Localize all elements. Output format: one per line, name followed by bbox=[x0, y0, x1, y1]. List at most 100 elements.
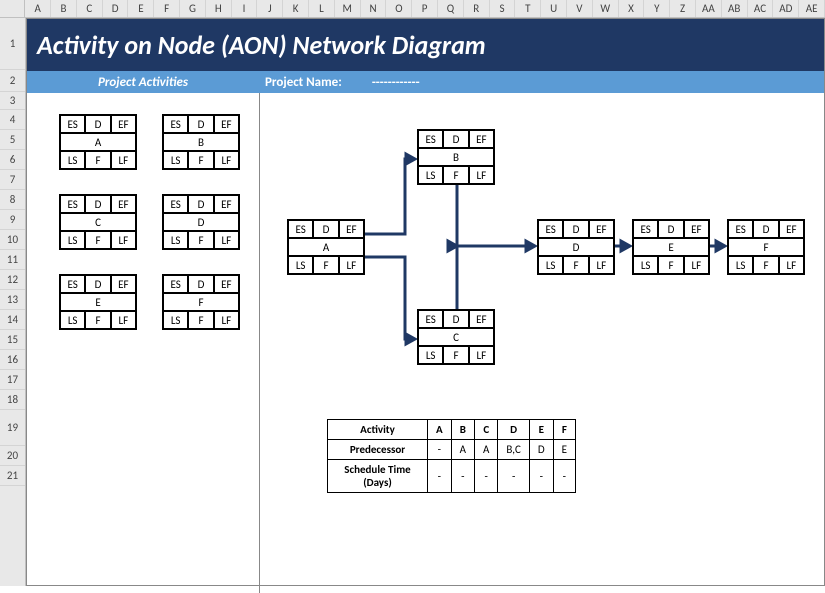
col-header-Q[interactable]: Q bbox=[438, 0, 464, 17]
col-header-R[interactable]: R bbox=[464, 0, 490, 17]
col-header-AC[interactable]: AC bbox=[748, 0, 774, 17]
cell-d: D bbox=[658, 220, 683, 238]
row-header-3[interactable]: 3 bbox=[0, 92, 25, 110]
col-header-Z[interactable]: Z bbox=[670, 0, 696, 17]
col-header-AE[interactable]: AE bbox=[799, 0, 825, 17]
cell-f: F bbox=[443, 166, 468, 184]
col-header-X[interactable]: X bbox=[619, 0, 645, 17]
cell-es: ES bbox=[538, 220, 563, 238]
cell-es: ES bbox=[633, 220, 658, 238]
table-cell: - bbox=[498, 460, 529, 493]
table-header: C bbox=[475, 420, 498, 440]
table-cell: - bbox=[428, 440, 452, 460]
row-header-8[interactable]: 8 bbox=[0, 190, 25, 210]
left-node-C[interactable]: ESDEFCLSFLF bbox=[59, 194, 137, 250]
row-header-19[interactable]: 19 bbox=[0, 410, 25, 446]
diagram-node-D[interactable]: ESDEFDLSFLF bbox=[537, 219, 615, 275]
col-header-AD[interactable]: AD bbox=[773, 0, 799, 17]
row-header-4[interactable]: 4 bbox=[0, 110, 25, 130]
col-header-AA[interactable]: AA bbox=[696, 0, 722, 17]
left-node-B[interactable]: ESDEFBLSFLF bbox=[162, 114, 240, 170]
cell-f: F bbox=[753, 256, 778, 274]
row-header-7[interactable]: 7 bbox=[0, 170, 25, 190]
col-header-J[interactable]: J bbox=[257, 0, 283, 17]
diagram-node-F[interactable]: ESDEFFLSFLF bbox=[727, 219, 805, 275]
table-cell: A bbox=[451, 440, 474, 460]
row-header-21[interactable]: 21 bbox=[0, 466, 25, 486]
left-node-E[interactable]: ESDEFELSFLF bbox=[59, 274, 137, 330]
cell-lf: LF bbox=[214, 311, 239, 329]
table-cell: - bbox=[553, 460, 575, 493]
corner-cell bbox=[0, 0, 25, 17]
table-cell: D bbox=[529, 440, 553, 460]
diagram-node-A[interactable]: ESDEFALSFLF bbox=[287, 219, 365, 275]
row-header-17[interactable]: 17 bbox=[0, 370, 25, 390]
subheader-right: Project Name: ------------ bbox=[259, 75, 420, 90]
cell-d: D bbox=[188, 275, 213, 293]
col-header-T[interactable]: T bbox=[515, 0, 541, 17]
col-header-I[interactable]: I bbox=[232, 0, 258, 17]
table-header: B bbox=[451, 420, 474, 440]
cell-id: B bbox=[163, 133, 239, 151]
diagram-node-E[interactable]: ESDEFELSFLF bbox=[632, 219, 710, 275]
row-header-9[interactable]: 9 bbox=[0, 210, 25, 230]
table-header: A bbox=[428, 420, 452, 440]
col-header-D[interactable]: D bbox=[103, 0, 129, 17]
row-header-14[interactable]: 14 bbox=[0, 310, 25, 330]
row-header-11[interactable]: 11 bbox=[0, 250, 25, 270]
row-header-10[interactable]: 10 bbox=[0, 230, 25, 250]
col-header-E[interactable]: E bbox=[128, 0, 154, 17]
table-cell: - bbox=[529, 460, 553, 493]
col-header-B[interactable]: B bbox=[51, 0, 77, 17]
col-header-Y[interactable]: Y bbox=[644, 0, 670, 17]
cell-es: ES bbox=[163, 275, 188, 293]
table-header: E bbox=[529, 420, 553, 440]
col-header-M[interactable]: M bbox=[335, 0, 361, 17]
row-header-16[interactable]: 16 bbox=[0, 350, 25, 370]
row-header-2[interactable]: 2 bbox=[0, 70, 25, 92]
col-header-W[interactable]: W bbox=[593, 0, 619, 17]
col-header-O[interactable]: O bbox=[386, 0, 412, 17]
cell-d: D bbox=[753, 220, 778, 238]
col-header-F[interactable]: F bbox=[154, 0, 180, 17]
col-header-S[interactable]: S bbox=[490, 0, 516, 17]
row-header-12[interactable]: 12 bbox=[0, 270, 25, 290]
cell-d: D bbox=[313, 220, 338, 238]
cell-lf: LF bbox=[469, 166, 494, 184]
cell-es: ES bbox=[728, 220, 753, 238]
cell-id: E bbox=[60, 293, 136, 311]
row-header-15[interactable]: 15 bbox=[0, 330, 25, 350]
col-header-K[interactable]: K bbox=[283, 0, 309, 17]
col-header-G[interactable]: G bbox=[180, 0, 206, 17]
cell-d: D bbox=[563, 220, 588, 238]
row-header-5[interactable]: 5 bbox=[0, 130, 25, 150]
row-header-1[interactable]: 1 bbox=[0, 18, 25, 70]
col-header-C[interactable]: C bbox=[77, 0, 103, 17]
cell-f: F bbox=[188, 311, 213, 329]
col-header-AB[interactable]: AB bbox=[722, 0, 748, 17]
col-header-N[interactable]: N bbox=[361, 0, 387, 17]
diagram-node-C[interactable]: ESDEFCLSFLF bbox=[417, 309, 495, 365]
row-header-13[interactable]: 13 bbox=[0, 290, 25, 310]
row-header-18[interactable]: 18 bbox=[0, 390, 25, 410]
left-node-D[interactable]: ESDEFDLSFLF bbox=[162, 194, 240, 250]
col-header-P[interactable]: P bbox=[412, 0, 438, 17]
col-header-V[interactable]: V bbox=[567, 0, 593, 17]
col-header-A[interactable]: A bbox=[25, 0, 51, 17]
title-bar: Activity on Node (AON) Network Diagram bbox=[27, 19, 824, 71]
column-headers: ABCDEFGHIJKLMNOPQRSTUVWXYZAAABACADAE bbox=[0, 0, 825, 18]
cell-ls: LS bbox=[163, 231, 188, 249]
row-header-20[interactable]: 20 bbox=[0, 446, 25, 466]
left-node-F[interactable]: ESDEFFLSFLF bbox=[162, 274, 240, 330]
cell-f: F bbox=[188, 151, 213, 169]
col-header-L[interactable]: L bbox=[309, 0, 335, 17]
row-header-6[interactable]: 6 bbox=[0, 150, 25, 170]
left-node-A[interactable]: ESDEFALSFLF bbox=[59, 114, 137, 170]
col-header-H[interactable]: H bbox=[206, 0, 232, 17]
table-header: D bbox=[498, 420, 529, 440]
diagram-node-B[interactable]: ESDEFBLSFLF bbox=[417, 129, 495, 185]
cell-es: ES bbox=[60, 275, 85, 293]
cell-es: ES bbox=[418, 310, 443, 328]
col-header-U[interactable]: U bbox=[541, 0, 567, 17]
cell-ls: LS bbox=[418, 166, 443, 184]
